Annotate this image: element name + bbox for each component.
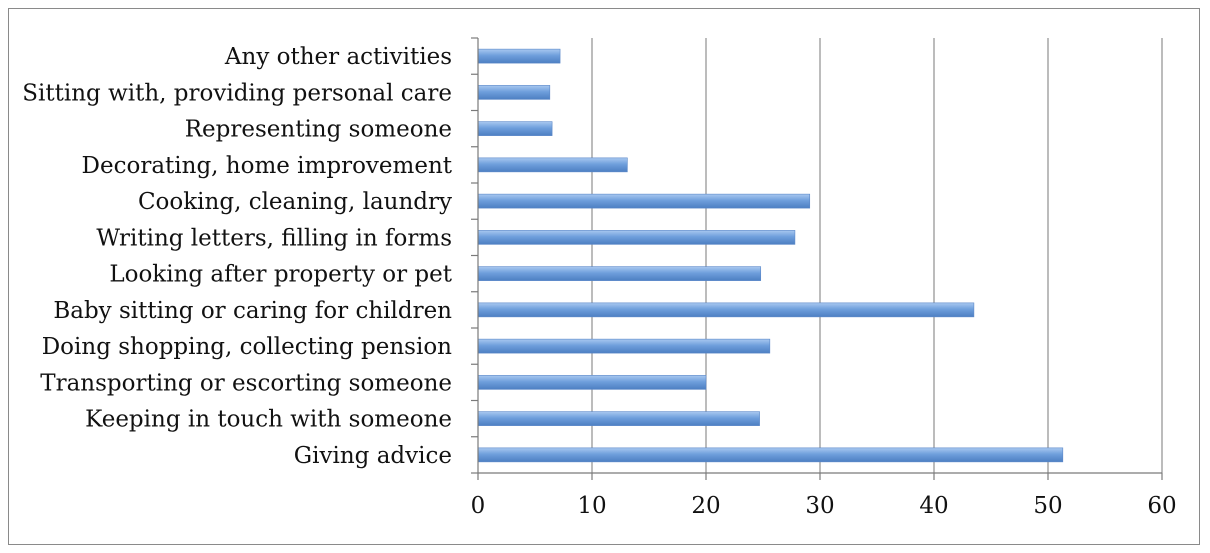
bar-8 <box>477 157 628 173</box>
x-tick-label: 10 <box>577 493 606 519</box>
category-label: Any other activities <box>224 44 452 70</box>
bar-7 <box>477 193 811 209</box>
x-tick-label: 20 <box>691 493 720 519</box>
category-labels: Giving advice Keeping in touch with someo… <box>22 44 452 469</box>
category-label: Cooking, cleaning, laundry <box>138 189 452 215</box>
grid-lines <box>591 38 1163 473</box>
bar-0 <box>477 447 1064 463</box>
category-label: Keeping in touch with someone <box>85 407 452 433</box>
tick-labels: 0 10 20 30 40 50 60 <box>471 493 1177 519</box>
x-tick-label: 60 <box>1147 493 1176 519</box>
bar-3 <box>477 338 771 354</box>
category-label: Representing someone <box>185 117 452 143</box>
category-label: Decorating, home improvement <box>82 153 453 179</box>
bar-2 <box>477 375 707 390</box>
x-tick-label: 50 <box>1033 493 1062 519</box>
bar-5 <box>477 266 762 281</box>
category-label: Sitting with, providing personal care <box>22 80 452 106</box>
bar-9 <box>477 121 553 136</box>
category-label: Looking after property or pet <box>109 262 452 288</box>
bar-10 <box>477 85 551 100</box>
bar-4 <box>477 302 975 318</box>
category-label: Transporting or escorting someone <box>40 370 452 396</box>
category-label: Writing letters, filling in forms <box>96 225 452 251</box>
x-tick-label: 30 <box>805 493 834 519</box>
category-label: Baby sitting or caring for children <box>53 298 452 324</box>
category-label: Giving advice <box>294 443 452 469</box>
bar-11 <box>477 48 561 64</box>
bars <box>477 48 1064 463</box>
x-tick-label: 40 <box>919 493 948 519</box>
axes <box>471 37 1163 480</box>
bar-6 <box>477 230 796 245</box>
x-tick-label: 0 <box>471 493 486 519</box>
bar-1 <box>477 411 760 426</box>
category-label: Doing shopping, collecting pension <box>42 334 452 360</box>
